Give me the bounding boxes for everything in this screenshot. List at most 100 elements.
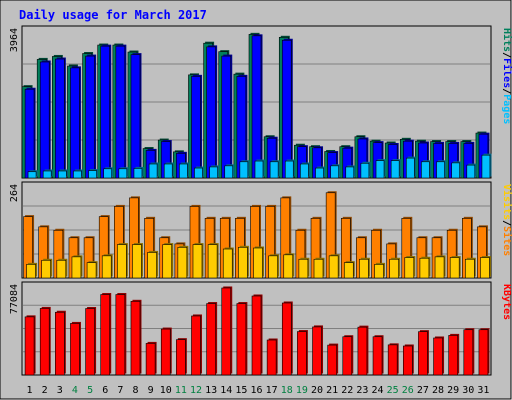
bar-kbytes-day-25: [387, 344, 398, 376]
bar-kbytes-day-17: [266, 339, 277, 376]
bar-pages-day-15: [239, 161, 249, 179]
x-tick-label: 4: [72, 385, 78, 396]
x-tick-label: 17: [266, 385, 278, 396]
bar-pages-day-10: [163, 163, 173, 179]
x-tick-label: 20: [311, 385, 323, 396]
bar-sites-day-1: [26, 264, 36, 279]
bar-sites-day-5: [86, 262, 97, 279]
x-tick-label: 18: [281, 385, 293, 396]
bar-files-day-18: [281, 39, 292, 179]
bar-pages-day-29: [451, 162, 460, 179]
bar-kbytes-day-2: [39, 308, 50, 376]
bar-kbytes-day-6: [100, 294, 111, 376]
bar-files-day-4: [70, 67, 80, 179]
bar-kbytes-day-20: [312, 326, 322, 376]
bar-kbytes-day-4: [70, 323, 80, 376]
x-tick-label: 11: [175, 385, 187, 396]
x-tick-label: 16: [250, 385, 262, 396]
bar-sites-day-14: [222, 248, 233, 279]
bar-files-day-16: [251, 35, 262, 179]
bar-pages-day-14: [224, 165, 234, 179]
bar-kbytes-day-29: [448, 335, 458, 376]
x-tick-label: 31: [477, 385, 489, 396]
legend-separator: /: [501, 52, 512, 58]
x-tick-label: 2: [42, 385, 48, 396]
bar-sites-day-23: [359, 258, 369, 279]
bar-kbytes-day-5: [85, 308, 95, 376]
x-tick-label: 10: [160, 385, 172, 396]
bar-sites-day-31: [480, 257, 490, 279]
bar-files-day-8: [130, 54, 141, 179]
x-tick-label: 22: [341, 385, 353, 396]
legend-item-hits: Hits: [501, 28, 512, 52]
x-tick-label: 5: [87, 385, 93, 396]
bar-kbytes-day-11: [176, 339, 186, 376]
bar-sites-day-18: [283, 254, 294, 279]
panel-visits-sites: 264 Visits/Sites: [9, 181, 512, 279]
bar-pages-day-12: [194, 167, 203, 179]
x-tick-label: 7: [117, 385, 123, 396]
bar-sites-day-6: [101, 255, 112, 279]
bar-sites-day-17: [268, 255, 278, 279]
bar-kbytes-day-19: [297, 331, 307, 376]
bar-pages-day-9: [148, 163, 158, 179]
x-tick-label: 12: [190, 385, 202, 396]
x-tick-label: 26: [402, 385, 414, 396]
bar-pages-day-6: [103, 168, 113, 179]
bar-pages-day-1: [27, 171, 37, 179]
bar-files-day-7: [115, 45, 126, 179]
bar-kbytes-day-10: [160, 328, 171, 376]
bar-files-day-5: [85, 55, 95, 179]
x-tick-label: 25: [387, 385, 399, 396]
bar-pages-day-24: [375, 160, 385, 179]
bar-sites-day-16: [253, 247, 263, 279]
bar-pages-day-8: [133, 168, 143, 179]
x-tick-label: 15: [235, 385, 247, 396]
bar-sites-day-27: [419, 257, 430, 279]
x-tick-label: 1: [27, 385, 33, 396]
bar-pages-day-11: [179, 163, 188, 179]
bar-kbytes-day-3: [55, 311, 65, 376]
y-max-label: 77084: [9, 284, 20, 314]
bar-kbytes-day-16: [251, 295, 262, 376]
bar-sites-day-19: [298, 258, 309, 279]
bar-kbytes-day-22: [342, 336, 353, 376]
bar-sites-day-21: [328, 255, 339, 279]
bar-files-day-13: [206, 46, 216, 179]
panel-kbytes: 77084 KBytes: [9, 281, 512, 376]
bar-kbytes-day-12: [191, 315, 201, 376]
bar-files-day-12: [191, 76, 201, 179]
bar-kbytes-day-18: [281, 302, 292, 376]
x-tick-label: 9: [148, 385, 154, 396]
panel-legend-pages-files-hits: Hits/Files/Pages: [501, 28, 512, 124]
chart-title: Daily usage for March 2017: [19, 8, 207, 22]
x-tick-label: 29: [447, 385, 459, 396]
legend-item--: /: [501, 220, 512, 226]
bar-sites-day-7: [117, 244, 127, 279]
legend-item-pages: Pages: [501, 94, 512, 124]
bar-files-day-3: [55, 58, 65, 179]
x-tick-label: 13: [205, 385, 217, 396]
bar-pages-day-4: [73, 170, 82, 179]
x-tick-label: 14: [220, 385, 232, 396]
bar-sites-day-24: [374, 264, 384, 279]
x-tick-label: 19: [296, 385, 308, 396]
x-tick-label: 28: [432, 385, 444, 396]
bar-kbytes-day-15: [236, 303, 247, 376]
bar-kbytes-day-13: [206, 303, 216, 376]
x-tick-label: 21: [326, 385, 338, 396]
bar-pages-day-13: [209, 166, 218, 179]
legend-item-sites: Sites: [501, 226, 512, 256]
bar-sites-day-11: [177, 247, 188, 279]
bar-sites-day-10: [162, 244, 173, 279]
bar-kbytes-day-8: [130, 300, 141, 376]
bar-kbytes-day-26: [402, 345, 413, 376]
panel-legend-kbytes: KBytes: [501, 284, 512, 320]
y-max-label: 3964: [9, 28, 20, 52]
bar-kbytes-day-28: [433, 337, 443, 376]
bar-kbytes-day-9: [145, 343, 156, 376]
bar-kbytes-day-27: [418, 331, 428, 376]
bar-sites-day-9: [147, 252, 157, 279]
bar-files-day-14: [221, 55, 232, 179]
